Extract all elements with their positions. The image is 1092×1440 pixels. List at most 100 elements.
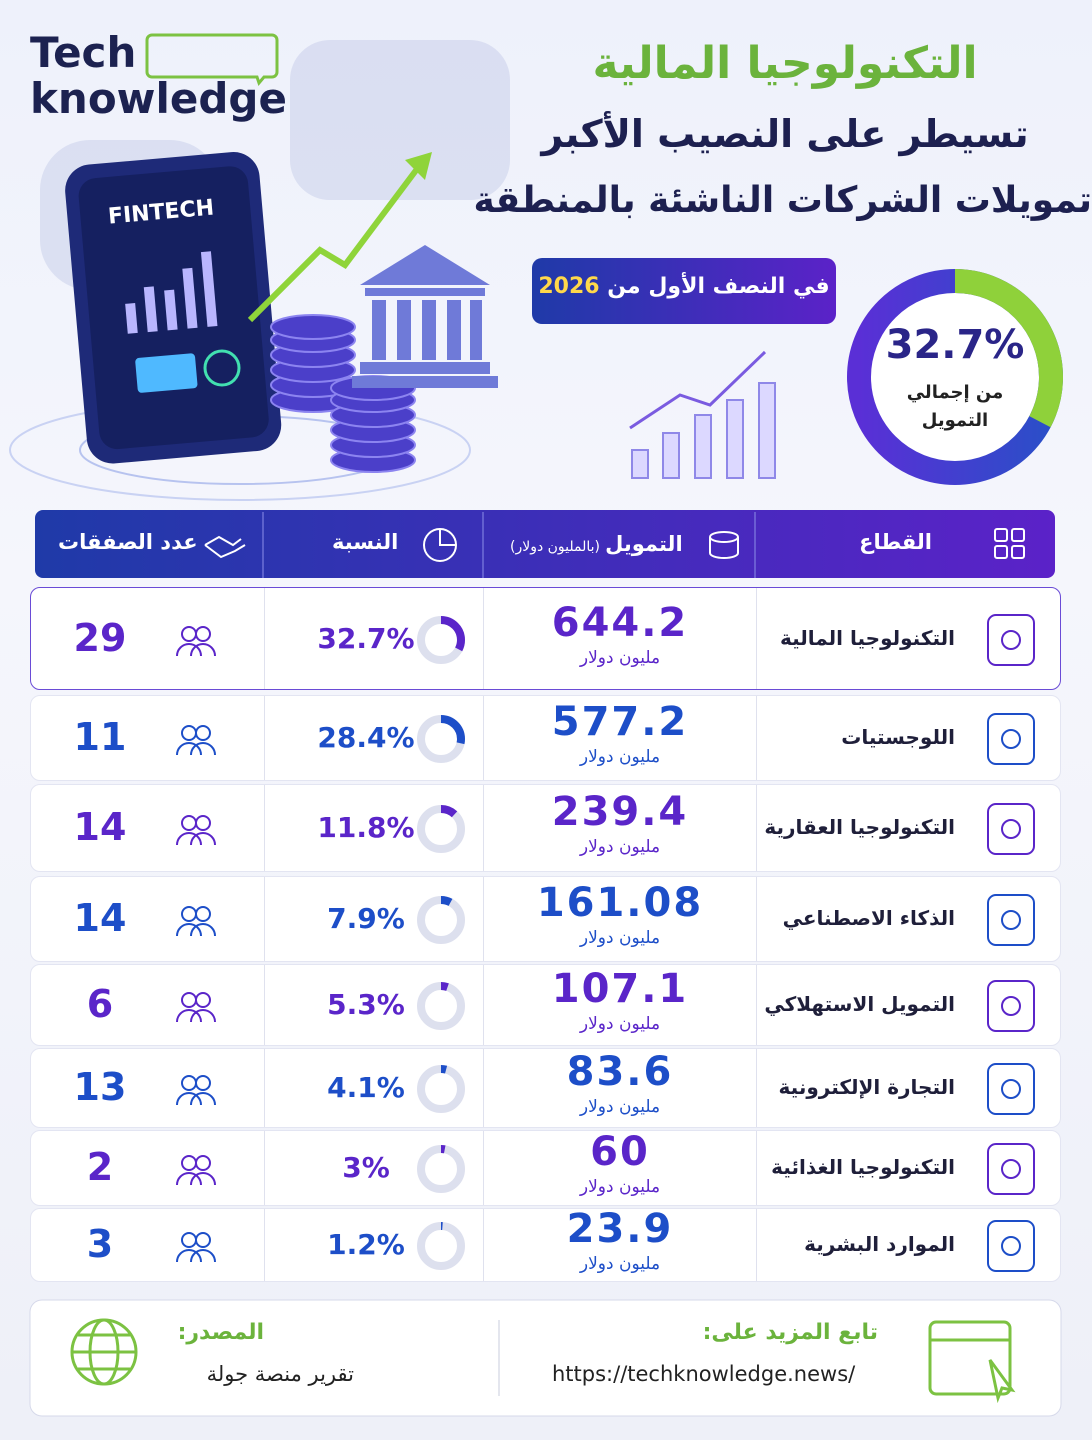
people-icon [176, 992, 216, 1023]
cell-divider [483, 588, 484, 689]
deals: 6 [86, 982, 114, 1026]
donut-arc [417, 896, 465, 944]
donut-arc [417, 1145, 465, 1193]
icon-shape [987, 1063, 1035, 1115]
share-donut [417, 1065, 465, 1113]
icon-shape [987, 803, 1035, 855]
cell-divider [264, 588, 265, 689]
share-label: 5.3% [327, 988, 405, 1021]
icon-shape [181, 1155, 197, 1171]
people-icon [176, 1155, 216, 1186]
share-donut [417, 982, 465, 1030]
follow-label: تابع المزيد على: [702, 1320, 878, 1345]
table-row: اللوجستيات 577.2 مليون دولار 28.4% 11 [30, 695, 1061, 781]
table-row: التمويل الاستهلاكي 107.1 مليون دولار 5.3% 6 [30, 964, 1061, 1046]
icon-shape [987, 1220, 1035, 1272]
funding-value: 83.6 [566, 1049, 674, 1095]
donut-arc [417, 1222, 465, 1270]
donut-arc [417, 982, 465, 1030]
icon-shape [987, 1143, 1035, 1195]
logo-bubble [145, 33, 279, 87]
funding-unit: مليون دولار [579, 747, 661, 767]
icon-shape [181, 1232, 197, 1248]
funding-unit: مليون دولار [579, 1097, 661, 1117]
funding-value: 577.2 [551, 699, 689, 745]
subtitle: تمويلات الشركات الناشئة بالمنطقة [473, 180, 1092, 221]
url[interactable]: https://techknowledge.news/ [552, 1362, 856, 1386]
deals: 11 [73, 715, 127, 759]
cell-divider [756, 877, 757, 961]
icon-shape [181, 992, 197, 1008]
icon-shape [176, 1249, 216, 1263]
cell-divider [264, 696, 265, 780]
icon-shape [1001, 819, 1021, 839]
sector-icon [987, 1220, 1035, 1272]
table-header [35, 510, 1055, 578]
people-icon [176, 906, 216, 937]
icon-shape [176, 832, 216, 846]
cell-divider [483, 1209, 484, 1281]
people-icon [176, 1232, 216, 1263]
donut-arc [417, 615, 465, 664]
col-header-funding: التمويل [605, 532, 683, 556]
sector: التمويل الاستهلاكي [764, 992, 955, 1016]
icon-shape [195, 906, 211, 922]
funding-unit: مليون دولار [579, 1014, 661, 1034]
cell-divider [756, 1049, 757, 1127]
share-label: 32.7% [885, 322, 1025, 368]
share-donut [417, 896, 465, 944]
sector-icon [987, 1063, 1035, 1115]
share-label: 4.1% [327, 1071, 405, 1104]
badge-text: في النصف الأول من 2026 [532, 274, 836, 299]
people-icon [176, 725, 216, 756]
share-label: 32.7% [317, 621, 415, 655]
icon-shape [195, 725, 211, 741]
share-label: 7.9% [327, 902, 405, 935]
icon-shape [176, 1172, 216, 1186]
funding-value: 239.4 [551, 789, 689, 835]
sector: الذكاء الاصطناعي [782, 906, 955, 930]
deals: 14 [73, 896, 127, 940]
icon-shape [1001, 1236, 1021, 1256]
sector: الموارد البشرية [804, 1232, 955, 1256]
deals: 2 [86, 1145, 114, 1189]
cell-divider [483, 696, 484, 780]
people-icon [176, 815, 216, 846]
share-caption: من إجمالي [906, 382, 1004, 403]
icon-shape [176, 1009, 216, 1023]
funding-value: 161.08 [536, 880, 704, 926]
subtitle: تسيطر على النصيب الأكبر [541, 112, 1029, 156]
donut-arc [847, 269, 1063, 485]
cell-divider [756, 1131, 757, 1205]
funding-unit: مليون دولار [579, 928, 661, 948]
cell-divider [756, 1209, 757, 1281]
sector-icon [987, 613, 1035, 666]
funding-value: 60 [590, 1129, 650, 1175]
sector: اللوجستيات [841, 725, 955, 749]
icon-shape [1001, 629, 1021, 650]
share-label: 1.2% [327, 1228, 405, 1261]
deals: 3 [86, 1222, 114, 1266]
cell-divider [756, 696, 757, 780]
cell-divider [756, 588, 757, 689]
sector: التكنولوجيا العقارية [764, 815, 955, 839]
icon-shape [1001, 910, 1021, 930]
deals: 13 [73, 1065, 127, 1109]
cell-divider [483, 785, 484, 871]
share-label: 3% [342, 1151, 390, 1184]
cell-divider [264, 1131, 265, 1205]
table-row: التكنولوجيا المالية 644.2 مليون دولار 32.7%… [30, 587, 1061, 690]
cell-divider [264, 1049, 265, 1127]
cell-divider [264, 785, 265, 871]
share-donut [417, 615, 465, 664]
table-row: التجارة الإلكترونية 83.6 مليون دولار 4.1% 13 [30, 1048, 1061, 1128]
icon-shape [987, 713, 1035, 765]
table-row: الموارد البشرية 23.9 مليون دولار 1.2% 3 [30, 1206, 1061, 1282]
col-header: التمويل (بالمليون دولار) [510, 532, 683, 556]
share-donut [417, 1222, 465, 1270]
cell-divider [483, 1049, 484, 1127]
share-label: 11.8% [317, 811, 415, 844]
deals: 14 [73, 805, 127, 849]
funding-unit: مليون دولار [579, 1177, 661, 1197]
sector: التكنولوجيا المالية [779, 625, 955, 650]
